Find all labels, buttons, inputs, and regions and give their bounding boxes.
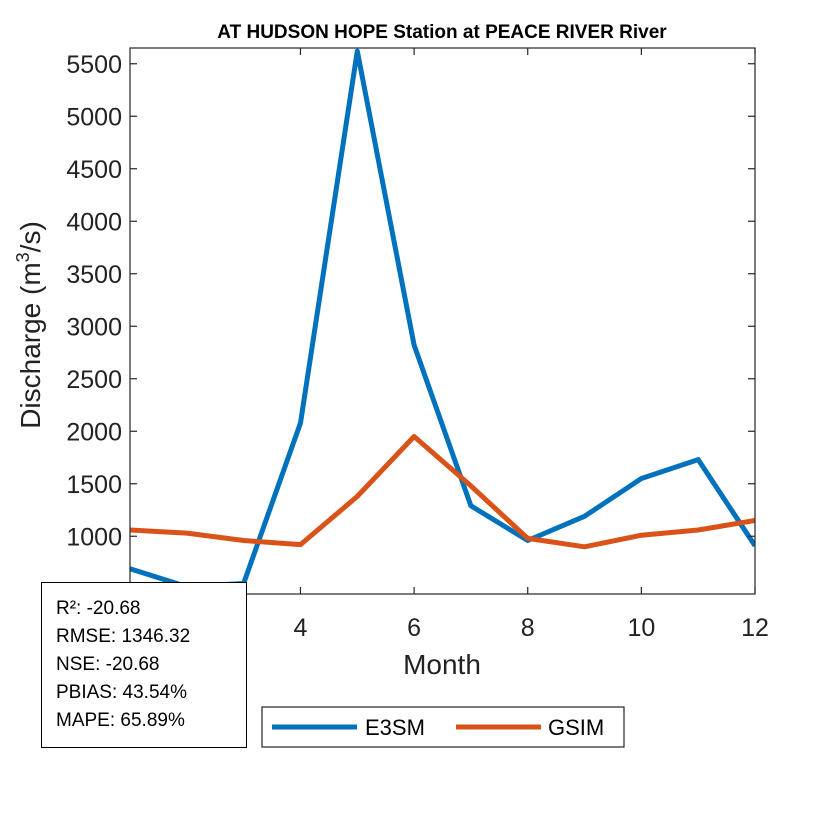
- x-axis: 4 6 8 10 12: [294, 48, 769, 642]
- y-axis-label-tail: /s): [15, 221, 46, 252]
- legend: E3SM GSIM: [261, 706, 625, 748]
- x-axis-label: Month: [403, 649, 481, 680]
- y-tick-label: 3000: [66, 313, 122, 341]
- stats-box: R²: -20.68 RMSE: 1346.32 NSE: -20.68 PBI…: [41, 582, 247, 748]
- stat-rmse: RMSE: 1346.32: [56, 626, 191, 647]
- y-axis: 1000 1500 2000 2500 3000 3500 4000 4500 5000 5500: [66, 51, 755, 551]
- y-axis-label-sup: 3: [13, 252, 33, 262]
- y-tick-label: 2500: [66, 366, 122, 394]
- y-tick-label: 5500: [66, 51, 122, 79]
- y-axis-label: Discharge (m3/s): [13, 221, 46, 429]
- series-line-gsim: [130, 434, 755, 550]
- y-tick-label: 4500: [66, 156, 122, 184]
- stat-r2: R²: -20.68: [56, 598, 141, 619]
- y-tick-label: 5000: [66, 103, 122, 131]
- chart-title: AT HUDSON HOPE Station at PEACE RIVER Ri…: [217, 22, 667, 43]
- y-tick-label: 1500: [66, 471, 122, 499]
- y-tick-label: 4000: [66, 208, 122, 236]
- stat-pbias: PBIAS: 43.54%: [56, 682, 187, 703]
- y-tick-label: 1000: [66, 523, 122, 551]
- x-tick-label: 6: [407, 614, 421, 642]
- x-tick-label: 8: [521, 614, 535, 642]
- x-tick-label: 4: [294, 614, 308, 642]
- plot-area: [130, 48, 755, 594]
- stat-nse: NSE: -20.68: [56, 654, 160, 675]
- y-tick-label: 2000: [66, 418, 122, 446]
- legend-label-gsim: GSIM: [548, 715, 604, 740]
- y-axis-label-main: Discharge (m: [15, 262, 46, 428]
- legend-label-e3sm: E3SM: [365, 715, 425, 740]
- plot-frame: [129, 47, 756, 595]
- y-tick-label: 3500: [66, 261, 122, 289]
- x-tick-label: 12: [741, 614, 769, 642]
- stat-mape: MAPE: 65.89%: [56, 710, 185, 731]
- x-tick-label: 10: [627, 614, 655, 642]
